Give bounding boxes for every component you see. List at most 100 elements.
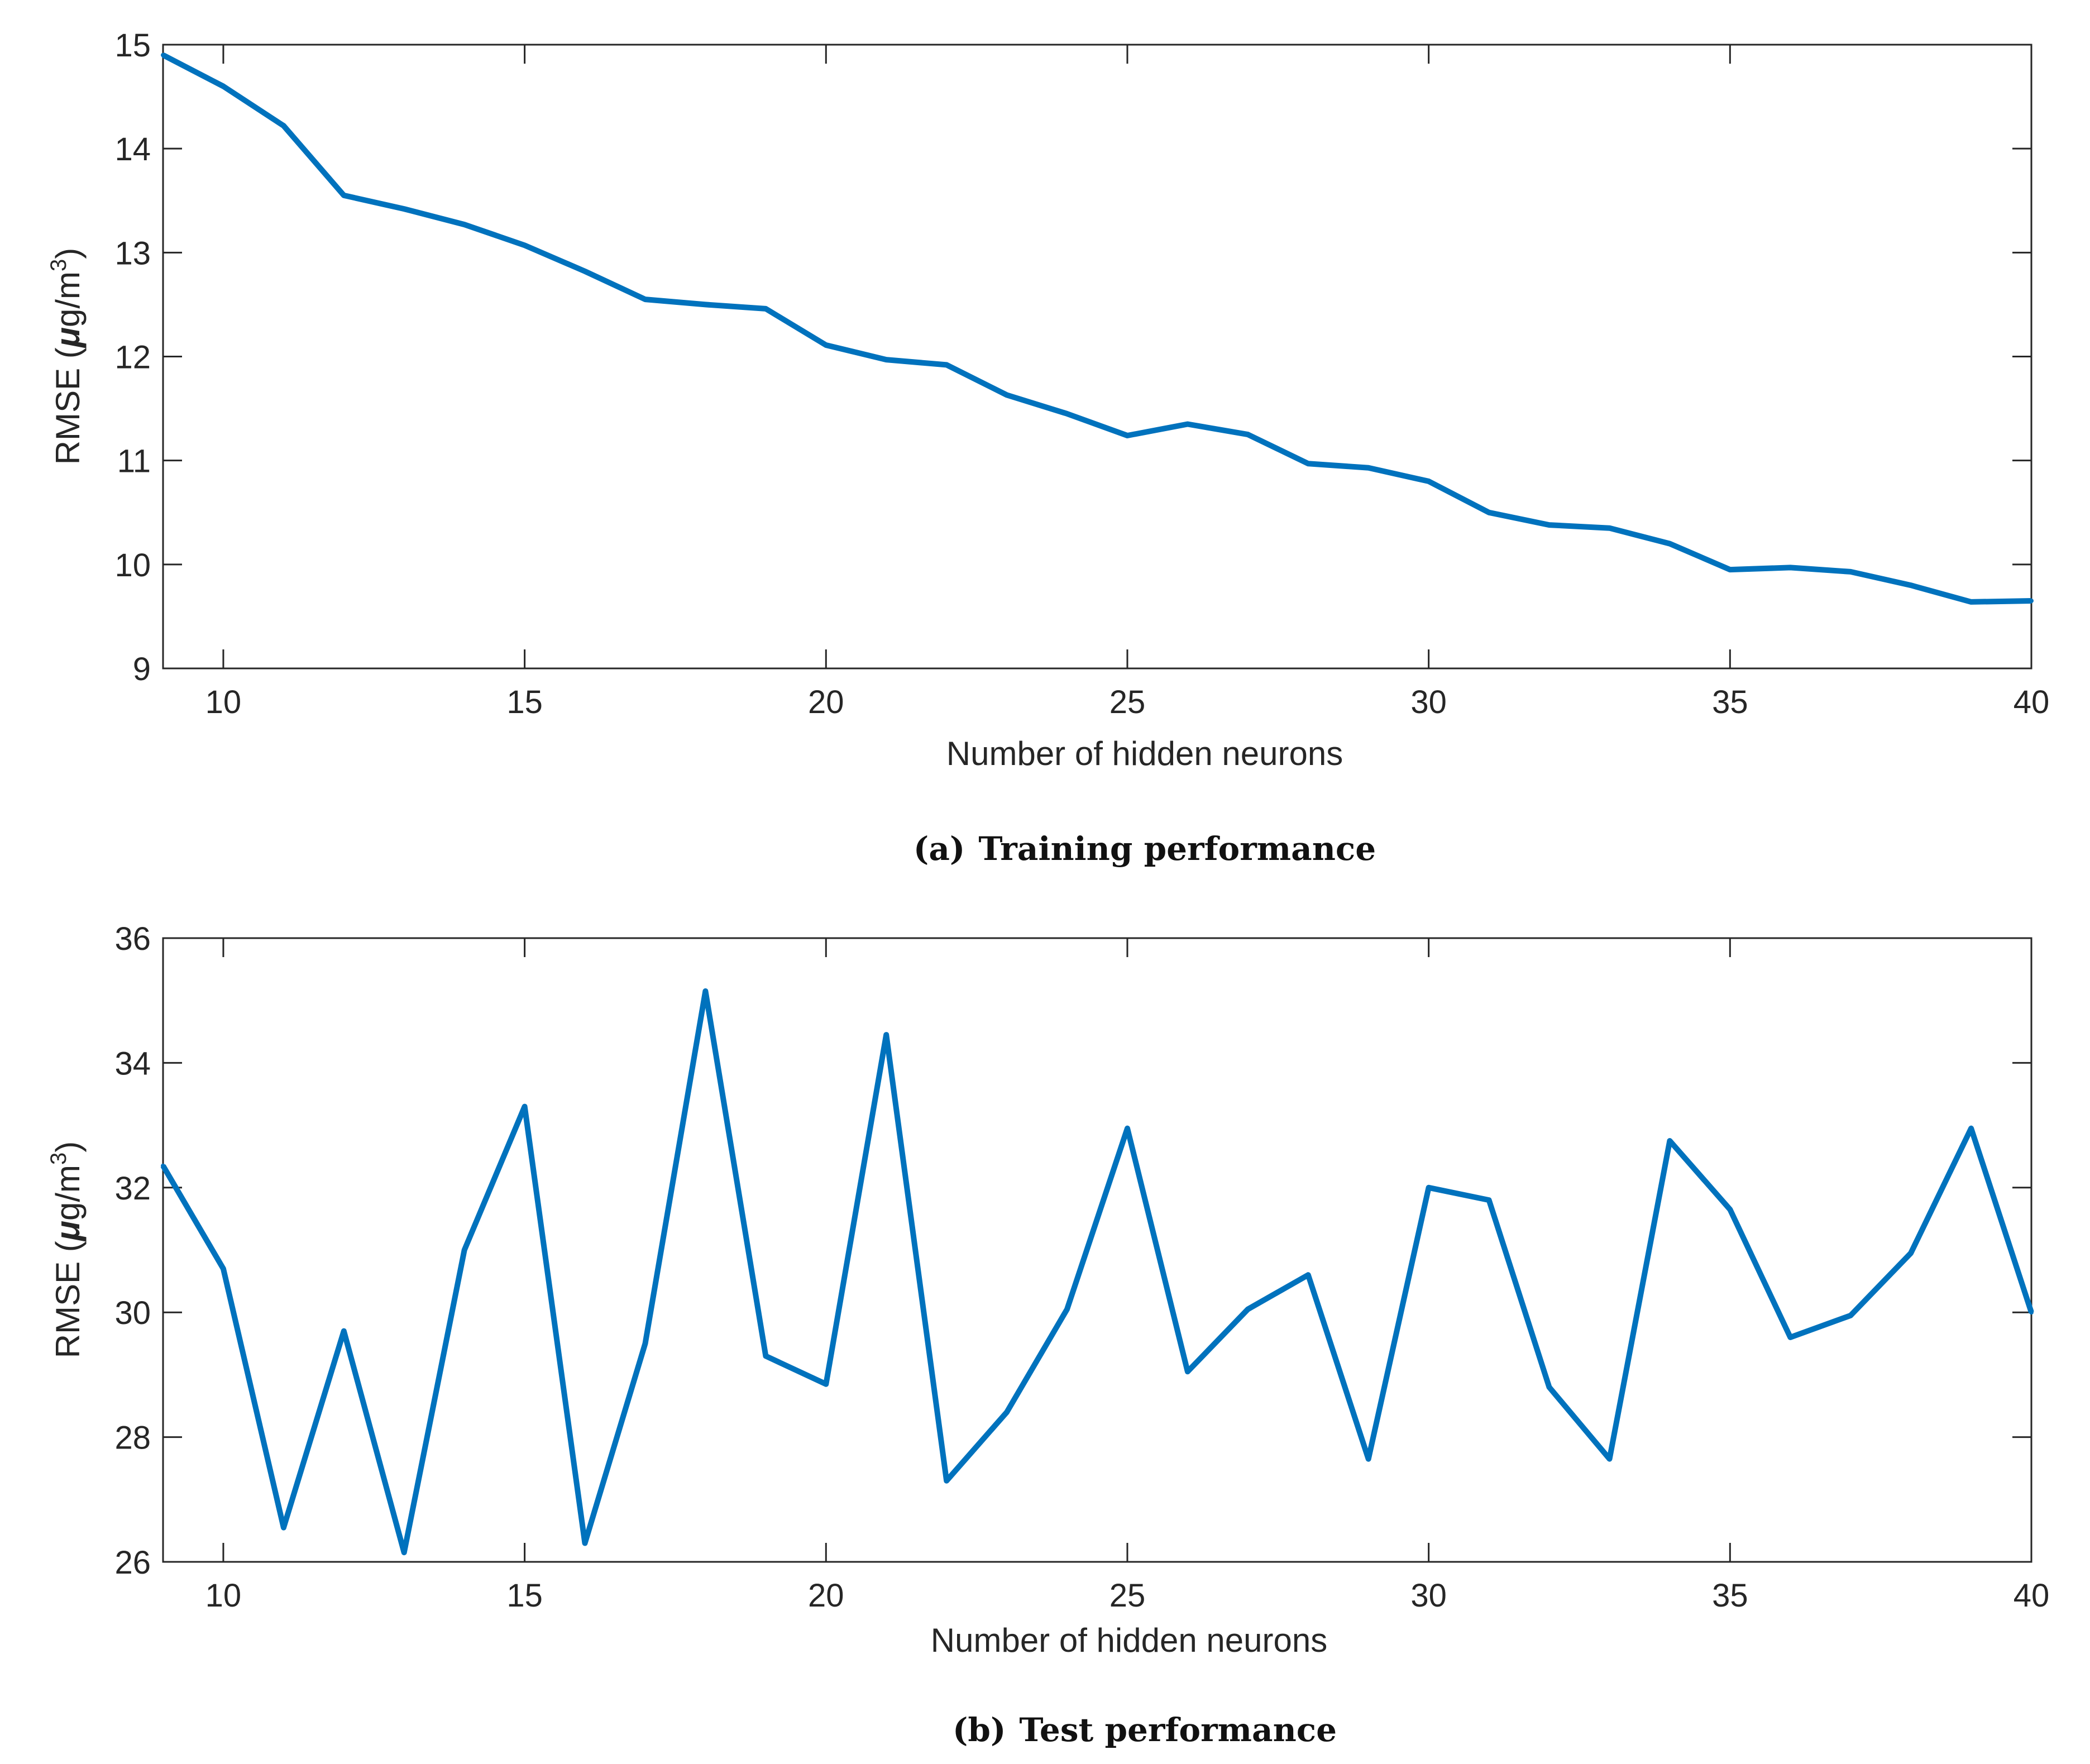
training-data-point [1305, 461, 1311, 466]
test-data-point [824, 1381, 829, 1387]
training-data-point [824, 343, 829, 348]
test-caption-label: (b) [953, 1711, 1006, 1749]
test-data-point [1486, 1198, 1491, 1203]
test-x-tick-label: 25 [1109, 1577, 1146, 1614]
test-data-point [1185, 1369, 1190, 1374]
training-x-tick-label: 40 [2014, 684, 2050, 720]
training-data-point [1848, 569, 1853, 574]
test-data-point [944, 1478, 949, 1483]
training-caption-title: Training performance [978, 830, 1376, 868]
training-data-point [1909, 583, 1914, 588]
test-data-point [2029, 1310, 2034, 1315]
training-performance-panel: 10 15 20 25 30 35 40 9 10 11 12 13 14 15 Number of h… [46, 27, 2049, 868]
training-data-point [1366, 465, 1371, 470]
test-y-axis-label-mu: μ [49, 1221, 87, 1242]
test-x-tick-labels: 10 15 20 25 30 35 40 [205, 1577, 2050, 1614]
test-data-point [703, 988, 708, 993]
test-data-point [643, 1341, 648, 1346]
test-data-point [1607, 1456, 1612, 1461]
training-x-tick-label: 25 [1109, 684, 1146, 720]
training-y-tick-label: 13 [114, 235, 151, 271]
test-x-tick-label: 40 [2014, 1577, 2050, 1614]
training-data-point [161, 52, 165, 58]
test-y-axis-label-prefix: RMSE [49, 1261, 87, 1358]
training-plot-area [162, 44, 2032, 670]
training-data-point [1125, 433, 1130, 438]
test-performance-panel: 10 15 20 25 30 35 40 26 28 30 32 34 36 Number of hi… [46, 921, 2049, 1749]
training-data-point [462, 222, 467, 227]
test-y-axis-label: RMSE (μg/m3) [46, 1141, 87, 1358]
training-data-point [221, 84, 226, 89]
training-data-point [1788, 565, 1793, 570]
training-y-axis-label: RMSE (μg/m3) [46, 248, 87, 465]
test-data-point [1728, 1207, 1733, 1212]
test-data-point [1065, 1307, 1070, 1312]
training-data-point [884, 357, 889, 362]
training-data-point [341, 193, 346, 198]
test-caption-title: Test performance [1019, 1711, 1337, 1749]
training-tick-marks [163, 44, 2032, 670]
test-y-tick-label: 26 [114, 1545, 151, 1581]
test-x-tick-label: 15 [506, 1577, 543, 1614]
test-data-point [1909, 1251, 1914, 1256]
training-data-point [1667, 541, 1672, 546]
training-series [161, 52, 2034, 605]
test-data-point [522, 1104, 527, 1109]
training-y-axis-label-exponent: 3 [46, 259, 71, 271]
test-data-point [221, 1266, 226, 1271]
test-data-point [582, 1541, 587, 1546]
training-data-point [1547, 523, 1552, 528]
test-y-tick-label: 36 [114, 921, 151, 957]
training-y-axis-label-unit: g/m [49, 271, 87, 327]
test-data-point [884, 1032, 889, 1038]
training-data-point [582, 269, 587, 274]
test-data-point [1245, 1307, 1250, 1312]
training-data-point [1185, 422, 1190, 427]
test-x-tick-label: 30 [1410, 1577, 1447, 1614]
training-caption: (a) Training performance [914, 830, 1376, 868]
training-data-point [1969, 599, 1974, 604]
test-data-point [1005, 1409, 1010, 1414]
test-x-tick-label: 10 [205, 1577, 242, 1614]
training-data-point [1728, 567, 1733, 572]
training-data-point [944, 362, 949, 367]
training-y-tick-label: 9 [133, 651, 151, 687]
test-x-tick-label: 20 [808, 1577, 844, 1614]
training-caption-label: (a) [914, 830, 965, 868]
test-data-point [1667, 1139, 1672, 1144]
training-x-tick-label: 15 [506, 684, 543, 720]
training-y-tick-label: 14 [114, 131, 151, 168]
training-data-point [1607, 525, 1612, 530]
training-y-tick-label: 15 [114, 27, 151, 64]
test-data-point [1305, 1273, 1311, 1278]
test-data-point [401, 1550, 406, 1555]
test-tick-marks [163, 937, 2032, 1563]
training-data-point [1065, 411, 1070, 416]
training-data-point [1426, 479, 1431, 484]
training-data-point [401, 207, 406, 212]
test-y-tick-label: 30 [114, 1295, 151, 1331]
test-y-tick-label: 32 [114, 1170, 151, 1207]
test-data-point [763, 1354, 768, 1359]
training-x-tick-label: 10 [205, 684, 242, 720]
test-y-tick-label: 34 [114, 1045, 151, 1082]
test-x-axis-label: Number of hidden neurons [931, 1622, 1327, 1659]
test-x-tick-label: 35 [1712, 1577, 1748, 1614]
test-data-point [1426, 1185, 1431, 1190]
test-caption: (b) Test performance [953, 1711, 1337, 1749]
test-data-point [1366, 1456, 1371, 1461]
test-data-point [341, 1328, 346, 1333]
training-data-point [281, 123, 286, 128]
test-y-axis-label-exponent: 3 [46, 1153, 71, 1165]
test-data-point [1848, 1313, 1853, 1318]
test-data-point [1125, 1126, 1130, 1131]
test-data-point [161, 1163, 165, 1168]
test-y-axis-label-unit: g/m [49, 1165, 87, 1221]
test-y-tick-label: 28 [114, 1420, 151, 1456]
training-x-axis-label: Number of hidden neurons [946, 735, 1343, 772]
test-y-tick-labels: 26 28 30 32 34 36 [114, 921, 151, 1581]
training-y-tick-label: 10 [114, 547, 151, 584]
test-data-point [1788, 1335, 1793, 1340]
training-x-tick-label: 30 [1410, 684, 1447, 720]
